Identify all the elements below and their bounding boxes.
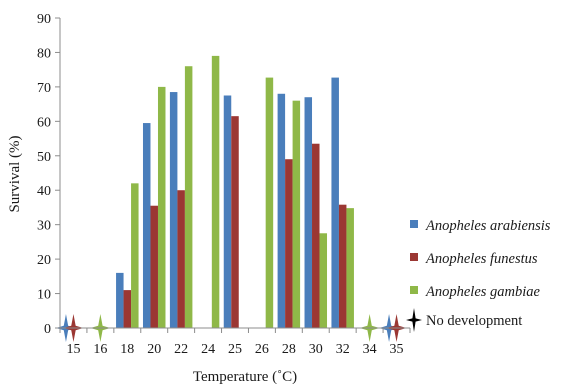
legend-no-development-star-icon [406,308,422,332]
x-tick-label: 34 [363,342,377,357]
x-tick-label: 28 [282,342,296,357]
x-tick-label: 16 [93,342,107,357]
bar-anopheles-gambiae-32 [346,208,354,328]
bar-anopheles-funestus-32 [338,204,347,328]
axes: 0 10 20 30 40 50 60 70 80 90 15 16 18 20 22 24 25 26 28 30 3… [37,12,411,357]
x-tick-label: 26 [255,342,269,357]
bar-anopheles-gambiae-30 [319,233,328,328]
bar-anopheles-gambiae-22 [184,66,193,328]
x-tick-label: 22 [174,342,188,357]
bar-anopheles-arabiensis-30 [304,97,313,328]
legend-swatch-anopheles-arabiensis [410,220,418,228]
bar-anopheles-funestus-20 [150,205,158,328]
bar-anopheles-arabiensis-25 [223,95,232,328]
y-tick-label: 60 [37,115,51,130]
x-tick-label: 35 [390,342,404,357]
legend-swatch-anopheles-funestus [410,253,418,261]
y-tick-label: 50 [37,150,51,165]
y-tick-label: 20 [37,253,51,268]
bar-anopheles-gambiae-20 [157,86,166,328]
bar-anopheles-funestus-22 [177,190,185,328]
x-tick-label: 15 [66,342,80,357]
bar-anopheles-arabiensis-22 [169,92,178,328]
y-tick-label: 70 [37,81,51,96]
x-tick-label: 24 [201,342,215,357]
y-axis-title: Survival (%) [7,135,23,212]
bar-anopheles-arabiensis-28 [277,93,286,329]
bar-anopheles-funestus-25 [231,116,239,329]
bar-anopheles-gambiae-28 [292,100,301,329]
bar-anopheles-funestus-18 [123,290,132,328]
legend-label-anopheles-funestus: Anopheles funestus [425,251,538,267]
y-tick-label: 90 [37,12,51,27]
x-tick-label: 32 [336,342,350,357]
y-tick-label: 80 [37,46,51,61]
y-tick-label: 10 [37,288,51,303]
bar-anopheles-arabiensis-18 [116,272,124,328]
legend-swatch-anopheles-gambiae [410,286,418,294]
x-tick-label: 20 [147,342,161,357]
plot-area [55,55,407,342]
bar-anopheles-gambiae-18 [131,183,139,328]
bar-anopheles-arabiensis-32 [331,77,339,328]
x-tick-label: 18 [120,342,134,357]
bar-anopheles-funestus-30 [312,143,320,328]
legend-label-anopheles-gambiae: Anopheles gambiae [425,284,541,300]
bar-anopheles-gambiae-24 [211,55,220,329]
legend-label-no-development: No development [426,313,522,329]
y-tick-label: 40 [37,184,51,199]
bar-anopheles-gambiae-26 [265,77,274,328]
x-axis-title: Temperature (˚C) [193,369,297,384]
x-tick-label: 25 [228,342,242,357]
x-tick-label: 30 [309,342,323,357]
legend-label-anopheles-arabiensis: Anopheles arabiensis [425,218,551,234]
bar-anopheles-arabiensis-20 [142,123,151,328]
bar-anopheles-funestus-28 [285,159,293,328]
y-tick-label: 30 [37,219,51,234]
legend: Anopheles arabiensis Anopheles funestus An… [406,218,551,332]
y-tick-label: 0 [44,322,51,337]
